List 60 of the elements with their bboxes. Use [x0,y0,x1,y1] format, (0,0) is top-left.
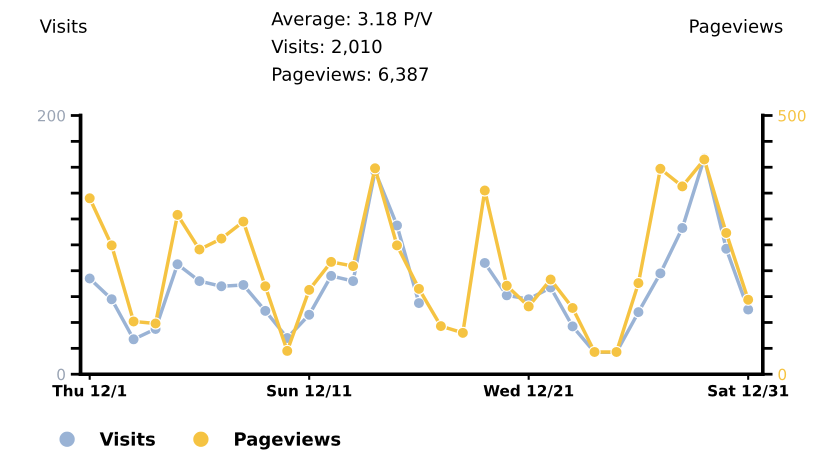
point [434,320,447,332]
point [193,274,206,288]
point [237,215,250,228]
x-tick-label: Thu 12/1 [52,384,126,398]
point [106,293,118,306]
point [566,320,579,332]
text: Pageviews: 6,387 [273,66,428,84]
point [544,273,557,286]
point [632,306,645,318]
point [522,300,535,313]
text: Visits: 2,010 [271,39,382,56]
point [259,304,272,317]
point [742,303,754,316]
point [742,294,754,306]
point [390,239,404,252]
point [654,162,666,175]
point [346,274,360,288]
point [412,282,426,295]
point [632,277,645,290]
point [720,226,732,240]
point [149,317,162,330]
point [193,243,206,256]
point [566,302,579,314]
point [500,280,513,292]
point [106,239,118,252]
y-tick-label: 200 [38,110,65,122]
y2-tick-label: 0 [778,368,786,380]
point [127,333,140,346]
point [346,260,360,272]
point [84,272,96,285]
point [281,344,294,358]
point [676,180,688,192]
x-tick-label: Wed 12/21 [484,384,574,398]
y2-axis-title: Pageviews [690,18,782,36]
y2-tick-label: 500 [778,110,806,122]
legend-label: Visits [100,432,155,446]
y-axis-title: Visits [40,18,87,33]
legend-label: Pageviews [235,432,340,450]
point [412,296,426,310]
point [478,184,491,197]
point [237,278,250,292]
point [171,208,184,221]
x-tick-label: Sat 12/31 [708,384,788,398]
point [456,326,469,339]
point [325,256,338,268]
point [215,280,228,292]
point [478,256,491,270]
x-tick-label: Sun 12/11 [267,384,352,398]
text: Average: 3.18 P/V [271,12,432,30]
point [368,162,382,174]
point [215,232,228,245]
point [127,315,140,328]
point [303,284,316,296]
point [84,192,96,204]
point [259,280,272,292]
point [303,308,316,321]
point [676,222,688,234]
point [171,258,184,270]
point [325,270,338,282]
point [654,267,666,280]
